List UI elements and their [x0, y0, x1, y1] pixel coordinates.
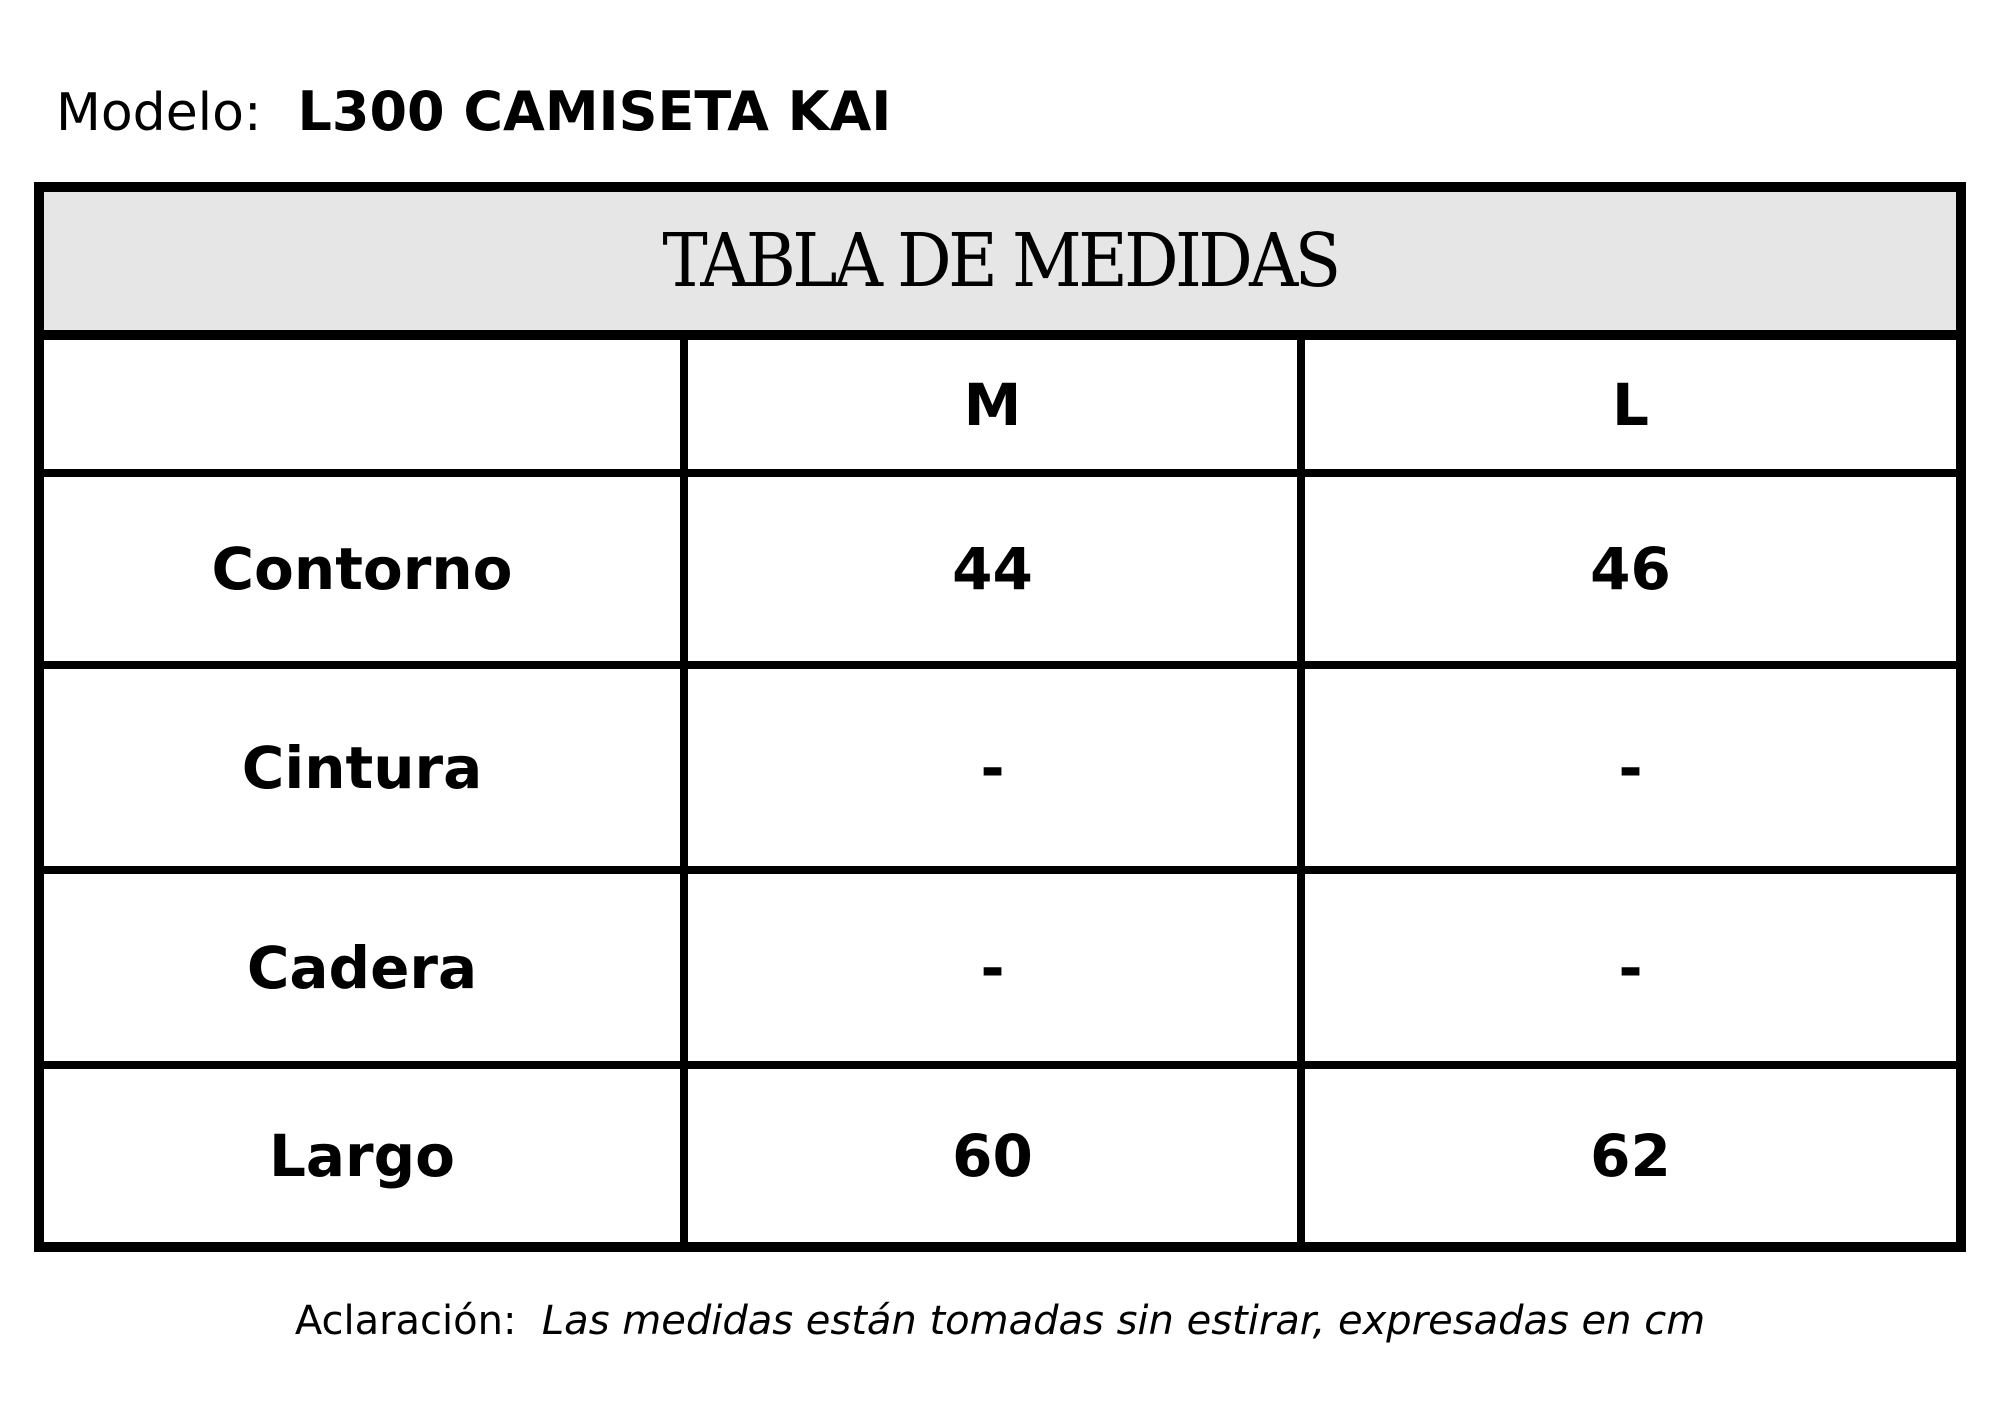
row-label: Cadera: [246, 933, 478, 1002]
model-line: Modelo: L300 CAMISETA KAI: [56, 78, 891, 143]
model-value: L300 CAMISETA KAI: [297, 80, 892, 143]
row-label: Cintura: [241, 733, 483, 802]
row-divider: [44, 661, 1956, 669]
column-divider: [680, 340, 688, 1242]
table-cell: -: [980, 933, 1005, 1002]
footnote-label: Aclaración:: [294, 1298, 517, 1344]
table-cell: -: [1618, 933, 1643, 1002]
row-divider: [44, 469, 1956, 477]
table-cell: -: [980, 733, 1005, 802]
row-label: Contorno: [211, 535, 513, 603]
row-label: Largo: [268, 1121, 456, 1190]
column-header-m: M: [963, 370, 1022, 439]
row-divider: [44, 866, 1956, 874]
size-table: TABLA DE MEDIDAS M L Contorno 44 46 Cint…: [34, 182, 1966, 1252]
table-cell: 44: [952, 535, 1033, 603]
model-label: Modelo:: [56, 83, 262, 143]
row-divider: [44, 1061, 1956, 1069]
table-title: TABLA DE MEDIDAS: [662, 218, 1341, 304]
table-cell: 62: [1590, 1121, 1671, 1190]
column-header-l: L: [1612, 370, 1649, 439]
footnote: Aclaración: Las medidas están tomadas si…: [0, 1298, 2000, 1344]
table-title-band: TABLA DE MEDIDAS: [44, 192, 1956, 340]
table-cell: -: [1618, 733, 1643, 802]
table-cell: 60: [952, 1121, 1033, 1190]
table-cell: 46: [1590, 535, 1671, 603]
footnote-text: Las medidas están tomadas sin estirar, e…: [541, 1298, 1706, 1344]
column-divider: [1297, 340, 1305, 1242]
